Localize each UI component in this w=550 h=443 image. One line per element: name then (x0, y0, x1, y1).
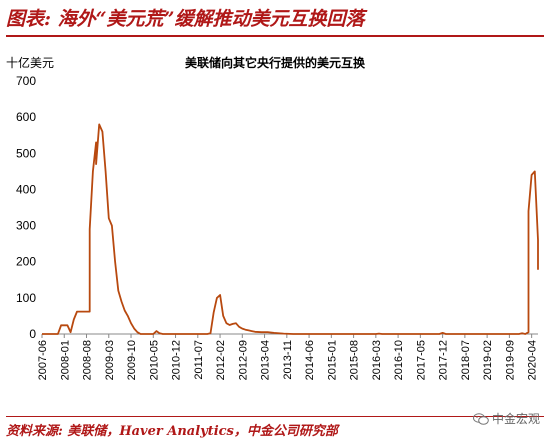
bottom-divider (6, 416, 544, 417)
x-tick-label: 2015-01 (326, 340, 338, 380)
wechat-icon (472, 412, 489, 425)
x-tick-label: 2013-04 (260, 340, 272, 380)
top-divider (6, 35, 544, 37)
x-tick-label: 2019-02 (482, 340, 494, 380)
x-tick-label: 2009-10 (126, 340, 138, 380)
x-tick-label: 2008-08 (82, 340, 94, 380)
y-tick-label: 300 (16, 219, 36, 233)
x-tick-label: 2009-03 (104, 340, 116, 380)
x-tick-label: 2010-05 (148, 340, 160, 380)
watermark-text: 中金宏观 (491, 412, 540, 426)
y-tick-label: 100 (16, 291, 36, 305)
x-tick-label: 2010-12 (171, 340, 183, 380)
x-tick-label: 2015-08 (349, 340, 361, 380)
chart-title: 美联储向其它央行提供的美元互换 (185, 55, 366, 70)
y-axis: 0 100 200 300 400 500 600 700 (16, 74, 36, 341)
x-tick-label: 2016-10 (393, 340, 405, 380)
x-tick-label: 2014-06 (304, 340, 316, 380)
y-tick-label: 700 (16, 74, 36, 88)
source-note: 资料来源: 美联储，Haver Analytics，中金公司研究部 (6, 424, 338, 439)
x-tick-label: 2018-07 (460, 340, 472, 380)
x-tick-label: 2012-02 (215, 340, 227, 380)
figure-title: 图表: 海外“美元荒”缓解推动美元互换回落 (6, 8, 365, 30)
y-tick-label: 0 (29, 327, 36, 341)
x-tick-label: 2008-01 (59, 340, 71, 380)
x-tick-label: 2020-04 (527, 340, 539, 380)
x-tick-label: 2011-07 (193, 340, 205, 380)
watermark: 中金宏观 (472, 410, 540, 427)
y-tick-label: 400 (16, 182, 36, 196)
x-tick-label: 2016-03 (371, 340, 383, 380)
x-tick-label: 2017-05 (415, 340, 427, 380)
y-tick-label: 200 (16, 255, 36, 269)
series-line (42, 123, 539, 335)
x-axis: 2007-06 2008-01 2008-08 2009-03 2009-10 2010-… (37, 334, 539, 380)
x-tick-label: 2012-09 (237, 340, 249, 380)
y-tick-label: 600 (16, 110, 36, 124)
x-tick-label: 2017-12 (438, 340, 450, 380)
x-tick-label: 2019-09 (504, 340, 516, 380)
x-tick-label: 2007-06 (37, 340, 49, 380)
y-unit-label: 十亿美元 (6, 55, 54, 70)
y-tick-label: 500 (16, 146, 36, 160)
x-tick-label: 2013-11 (282, 340, 294, 380)
